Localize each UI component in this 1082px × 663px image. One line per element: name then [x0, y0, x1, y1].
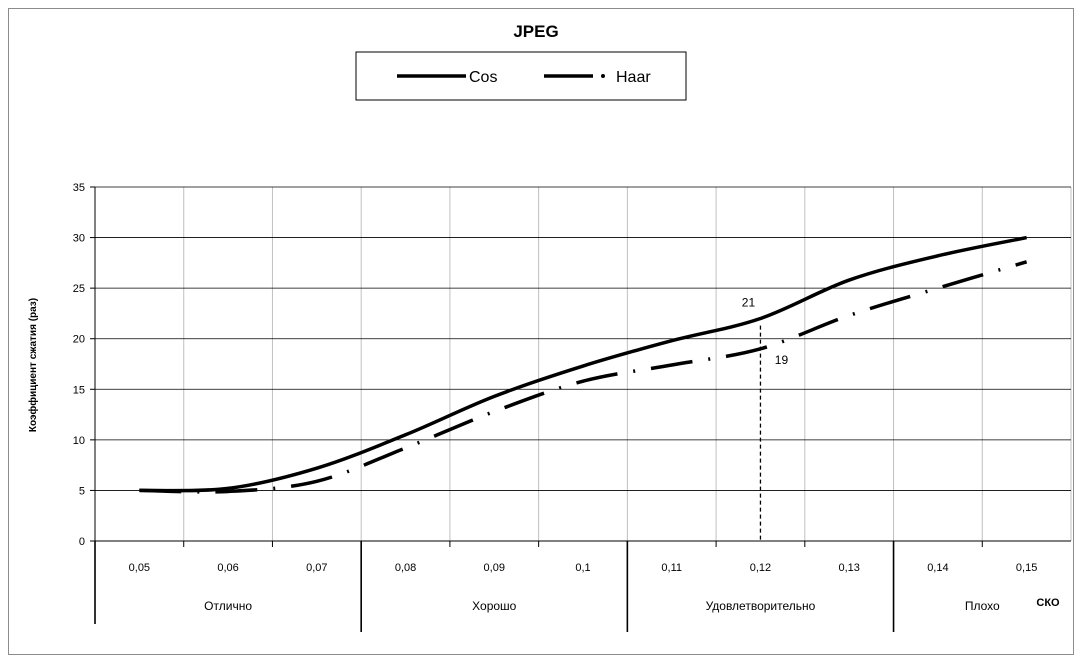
annotations: 21 19 [742, 296, 789, 541]
x-tick-label: 0,08 [395, 562, 416, 574]
y-tick-label: 0 [79, 536, 85, 548]
x-tick-label: 0,06 [217, 562, 238, 574]
x-tick-labels: 0,05 0,06 0,07 0,08 0,09 0,1 0,11 0,12 0,13 0,14 0… [129, 562, 1038, 574]
y-tick-label: 25 [73, 283, 85, 295]
legend-label-haar: Haar [616, 69, 651, 86]
series-line-cos [139, 235, 1027, 493]
legend-swatch-haar-dot [601, 74, 605, 78]
x-tick-label: 0,12 [750, 562, 771, 574]
x-tick-label: 0,13 [838, 562, 859, 574]
group-label: Хорошо [472, 599, 517, 613]
x-tick-label: 0,05 [129, 562, 150, 574]
y-tick-label: 5 [79, 485, 85, 497]
legend: Cos Haar [355, 51, 687, 101]
group-label: Отлично [204, 599, 252, 613]
y-tick-label: 35 [73, 182, 85, 194]
chart-frame [8, 8, 1074, 655]
x-tick-label: 0,15 [1016, 562, 1037, 574]
legend-label-cos: Cos [469, 69, 497, 86]
x-tick-label: 0,11 [661, 562, 682, 574]
group-label: Плохо [965, 599, 1000, 613]
y-tick-label: 15 [73, 384, 85, 396]
x-axis-label: СКО [1036, 597, 1060, 609]
x-tick-label: 0,1 [575, 562, 590, 574]
group-label: Удовлетворительно [706, 599, 816, 613]
y-axis-label: Коэффициент сжатия (раз) [27, 298, 39, 432]
annotation-cos-value: 21 [742, 296, 756, 310]
y-tick-labels: 0 5 10 15 20 25 30 35 [73, 182, 85, 548]
series-line-haar [139, 260, 1028, 494]
annotation-haar-value: 19 [775, 353, 789, 367]
y-tick-label: 20 [73, 334, 85, 346]
x-tick-label: 0,07 [306, 562, 327, 574]
x-tick-label: 0,09 [484, 562, 505, 574]
category-groups: Отлично Хорошо Удовлетворительно Плохо [94, 541, 1000, 632]
chart-title: JPEG [513, 22, 558, 41]
y-tick-label: 30 [73, 233, 85, 245]
x-tick-label: 0,14 [927, 562, 948, 574]
y-tick-label: 10 [73, 435, 85, 447]
series-lines [139, 235, 1028, 494]
grid [95, 186, 1072, 541]
